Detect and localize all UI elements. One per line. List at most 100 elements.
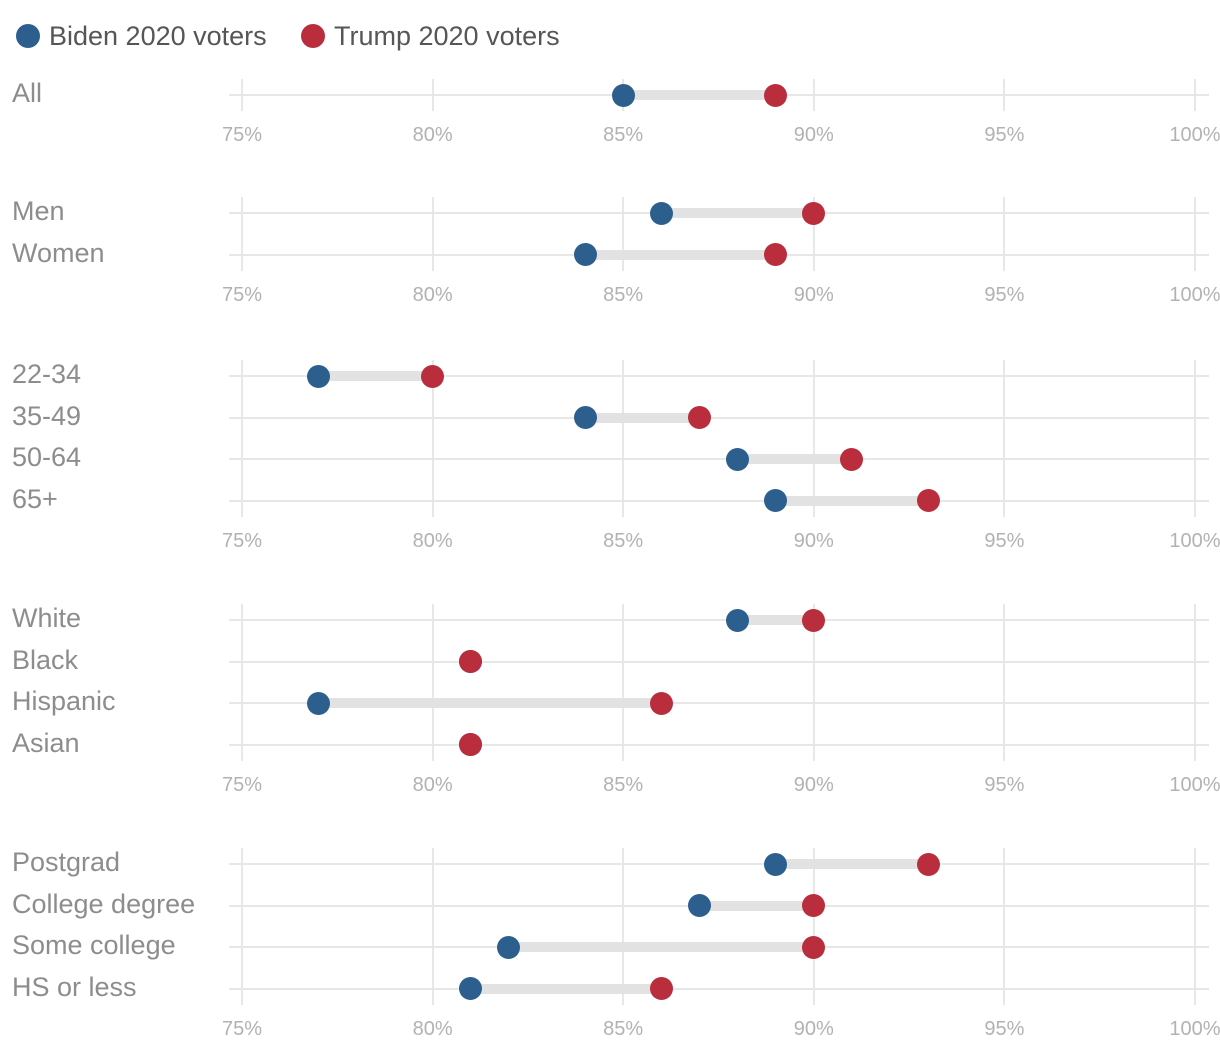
gridline-horizontal bbox=[229, 458, 1209, 460]
trump-dot bbox=[687, 406, 711, 429]
gridline-vertical bbox=[1003, 197, 1006, 271]
dumbbell-connector bbox=[508, 942, 814, 952]
axis-tick-label: 95% bbox=[984, 529, 1025, 552]
dumbbell-connector bbox=[585, 249, 776, 260]
gridline-vertical bbox=[622, 848, 625, 1005]
row-label-35-49: 35-49 bbox=[12, 400, 82, 431]
gridline-vertical bbox=[622, 197, 625, 271]
gridline-vertical bbox=[1003, 604, 1006, 761]
row-label-some-college: Some college bbox=[12, 930, 176, 960]
axis-tick-label: 80% bbox=[412, 529, 453, 552]
trump-dot bbox=[421, 364, 445, 388]
row-label-50-64: 50-64 bbox=[12, 442, 82, 472]
axis-tick-label: 95% bbox=[984, 283, 1025, 306]
gridline-horizontal bbox=[229, 863, 1209, 865]
dumbbell-connector bbox=[699, 900, 814, 911]
axis-tick-label: 100% bbox=[1169, 124, 1220, 146]
axis-tick-label: 80% bbox=[412, 124, 453, 146]
gridline-vertical bbox=[812, 848, 815, 1005]
biden-dot bbox=[459, 977, 483, 1000]
gridline-horizontal bbox=[229, 702, 1209, 704]
biden-dot bbox=[306, 691, 330, 715]
dumbbell-connector bbox=[585, 412, 700, 423]
gridline-vertical bbox=[241, 360, 243, 517]
gridline-vertical bbox=[431, 604, 434, 761]
trump-dot bbox=[764, 243, 788, 266]
gridline-vertical bbox=[1003, 360, 1006, 517]
axis-tick-label: 100% bbox=[1169, 529, 1220, 552]
legend-item-biden: Biden 2020 voters bbox=[16, 21, 267, 51]
gridline-horizontal bbox=[229, 987, 1209, 990]
trump-dot bbox=[802, 935, 826, 959]
biden-dot bbox=[764, 852, 788, 876]
gridline-vertical bbox=[812, 604, 815, 761]
row-label-65-: 65+ bbox=[12, 483, 58, 514]
gridline-vertical bbox=[1194, 604, 1196, 761]
trump-dot bbox=[649, 691, 673, 715]
trump-dot bbox=[764, 83, 788, 107]
axis-tick-label: 85% bbox=[603, 529, 644, 552]
biden-dot bbox=[573, 406, 597, 429]
row-label-hispanic: Hispanic bbox=[12, 686, 116, 716]
dumbbell-connector bbox=[470, 983, 662, 994]
axis-tick-label: 75% bbox=[221, 773, 263, 796]
row-label-men: Men bbox=[12, 196, 65, 226]
gridline-vertical bbox=[1194, 197, 1196, 271]
gridline-vertical bbox=[431, 848, 434, 1005]
trump-legend-dot-icon bbox=[301, 24, 325, 48]
dumbbell-connector bbox=[318, 698, 662, 708]
axis-tick-label: 80% bbox=[412, 283, 453, 306]
trump-dot bbox=[802, 894, 826, 917]
row-label-all: All bbox=[12, 78, 43, 108]
biden-dot bbox=[611, 83, 635, 107]
biden-dot bbox=[649, 201, 673, 225]
biden-dot bbox=[573, 243, 597, 266]
trump-dot bbox=[916, 489, 940, 512]
axis-tick-label: 100% bbox=[1169, 773, 1220, 796]
gridline-horizontal bbox=[229, 743, 1209, 746]
biden-dot bbox=[726, 447, 750, 471]
gridline-horizontal bbox=[229, 375, 1209, 377]
gridline-vertical bbox=[1194, 360, 1196, 517]
row-label-black: Black bbox=[12, 644, 79, 675]
gridline-vertical bbox=[241, 197, 243, 271]
gridline-vertical bbox=[431, 360, 434, 517]
biden-legend-label: Biden 2020 voters bbox=[49, 20, 267, 51]
dumbbell-connector bbox=[775, 495, 929, 506]
trump-dot bbox=[840, 447, 864, 471]
row-label-22-34: 22-34 bbox=[12, 359, 82, 389]
dumbbell-connector bbox=[737, 454, 852, 464]
trump-dot bbox=[916, 852, 940, 876]
gridline-vertical bbox=[241, 604, 243, 761]
biden-dot bbox=[726, 608, 750, 632]
trump-dot bbox=[649, 977, 673, 1000]
axis-tick-label: 100% bbox=[1169, 283, 1220, 306]
gridline-horizontal bbox=[229, 619, 1209, 621]
biden-legend-dot-icon bbox=[16, 24, 40, 48]
trump-legend-label: Trump 2020 voters bbox=[334, 20, 560, 51]
axis-tick-label: 90% bbox=[793, 773, 834, 796]
gridline-vertical bbox=[812, 360, 815, 517]
biden-dot bbox=[497, 935, 521, 959]
axis-tick-label: 90% bbox=[793, 124, 834, 146]
axis-tick-label: 90% bbox=[793, 1017, 834, 1040]
axis-tick-label: 80% bbox=[412, 1017, 453, 1040]
axis-tick-label: 90% bbox=[793, 283, 834, 306]
row-label-women: Women bbox=[12, 237, 105, 268]
trump-dot bbox=[459, 733, 483, 756]
axis-tick-label: 75% bbox=[221, 283, 263, 306]
dumbbell-connector bbox=[775, 859, 929, 869]
row-label-postgrad: Postgrad bbox=[12, 847, 121, 877]
row-label-white: White bbox=[12, 603, 82, 633]
trump-dot bbox=[802, 608, 826, 632]
dumbbell-connector bbox=[737, 615, 814, 625]
axis-tick-label: 85% bbox=[603, 283, 644, 306]
axis-tick-label: 90% bbox=[793, 529, 834, 552]
axis-tick-label: 85% bbox=[603, 1017, 644, 1040]
axis-tick-label: 75% bbox=[221, 124, 263, 146]
gridline-horizontal bbox=[229, 499, 1209, 502]
axis-tick-label: 95% bbox=[984, 124, 1025, 146]
axis-tick-label: 75% bbox=[221, 1017, 263, 1040]
axis-tick-label: 95% bbox=[984, 773, 1025, 796]
